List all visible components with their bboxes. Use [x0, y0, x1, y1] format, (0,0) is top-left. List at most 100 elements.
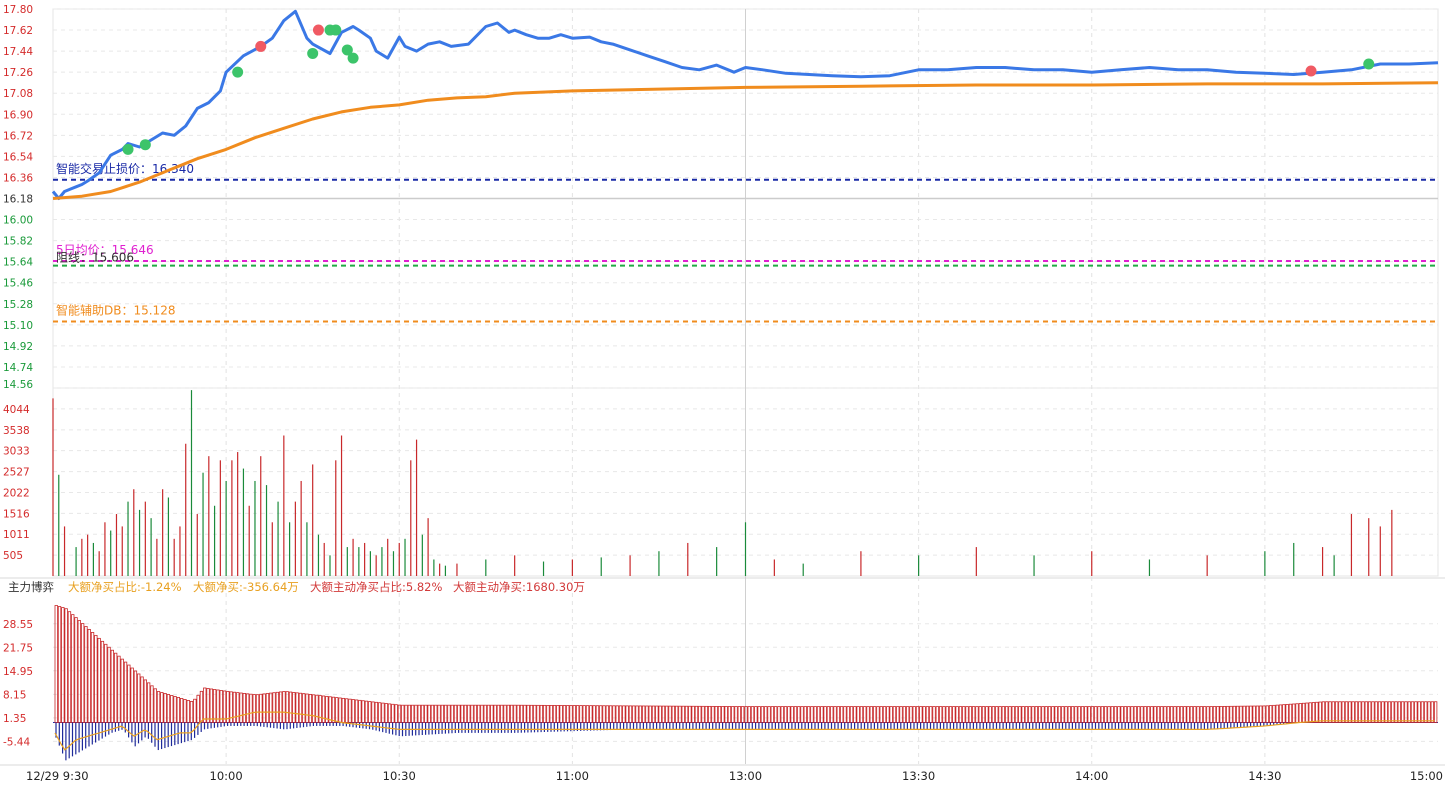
main-force-red-bar	[1034, 706, 1038, 723]
main-force-red-bar	[1123, 706, 1128, 723]
main-force-red-bar	[1407, 701, 1411, 723]
main-force-tick-label: 1.35	[3, 713, 26, 725]
main-force-red-bar	[513, 704, 517, 723]
main-force-red-bar	[1302, 702, 1306, 723]
main-force-red-bar	[519, 704, 524, 723]
main-force-red-bar	[196, 694, 200, 723]
main-force-red-bar	[737, 706, 741, 723]
main-force-red-bar	[1331, 701, 1335, 723]
buy-signal-dot	[330, 24, 342, 36]
main-force-red-bar	[394, 704, 398, 723]
main-force-red-bar	[1265, 705, 1269, 723]
main-force-red-bar	[1236, 705, 1240, 723]
main-force-red-bar	[1146, 706, 1151, 723]
main-force-red-bar	[1038, 706, 1042, 723]
main-force-red-bar	[338, 697, 342, 723]
main-force-red-bar	[757, 706, 761, 723]
main-force-red-bar	[1097, 706, 1101, 723]
main-force-red-bar	[348, 698, 352, 723]
main-force-red-bar	[833, 706, 837, 723]
main-force-red-bar	[1222, 705, 1227, 723]
main-force-red-bar	[1127, 706, 1131, 723]
main-force-red-bar	[948, 706, 953, 723]
main-force-red-bar	[1005, 706, 1009, 723]
main-force-red-bar	[625, 705, 629, 723]
main-force-red-bar	[1021, 706, 1025, 723]
main-force-red-bar	[876, 706, 880, 723]
main-force-red-bar	[1278, 704, 1283, 723]
main-force-bars	[53, 605, 1438, 761]
price-tick-label: 16.54	[3, 151, 33, 163]
main-force-red-bar	[1061, 706, 1065, 723]
time-axis: 12/29 9:30 10:00 10:30 11:00 13:00 13:30 14:00…	[26, 769, 1443, 783]
main-force-red-bar	[500, 704, 504, 723]
main-force-red-bar	[1107, 706, 1111, 723]
main-force-red-bar	[988, 706, 992, 723]
main-force-red-bar	[407, 704, 412, 723]
sell-signal-dot	[1305, 65, 1317, 77]
main-force-red-bar	[486, 704, 491, 723]
main-force-red-bar	[681, 705, 685, 723]
main-force-red-bar	[259, 693, 263, 723]
main-force-red-bar	[1176, 706, 1180, 723]
main-force-red-bar	[1199, 706, 1203, 723]
main-force-red-bar	[1229, 705, 1233, 723]
main-force-red-bar	[143, 679, 148, 723]
main-force-stat: 大额主动净买:1680.30万	[453, 580, 585, 594]
main-force-red-bar	[311, 694, 316, 723]
main-force-red-bar	[1196, 706, 1200, 723]
main-force-red-bar	[1140, 706, 1144, 723]
volume-tick-label: 3033	[3, 446, 30, 458]
main-force-red-bar	[754, 706, 758, 723]
main-force-red-bar	[1130, 706, 1134, 723]
main-force-red-bar	[866, 706, 870, 723]
main-force-tick-label: 8.15	[3, 689, 26, 701]
main-force-red-bar	[955, 706, 959, 723]
main-force-red-bar	[595, 705, 600, 723]
main-force-red-bar	[94, 634, 98, 723]
main-force-red-bar	[1117, 706, 1121, 723]
main-force-red-bar	[120, 658, 124, 723]
main-force-red-bar	[1014, 706, 1019, 723]
main-force-red-bar	[404, 704, 408, 723]
main-force-red-bar	[1394, 701, 1398, 723]
main-force-red-bar	[440, 704, 445, 723]
main-force-red-bar	[747, 706, 751, 723]
main-force-red-bar	[1067, 706, 1071, 723]
main-force-red-bar	[1245, 705, 1250, 723]
main-force-red-bar	[539, 704, 543, 723]
main-force-red-bar	[84, 626, 88, 723]
main-force-red-bar	[1209, 706, 1213, 723]
price-tick-label: 16.18	[3, 194, 33, 206]
main-force-red-bar	[658, 705, 662, 723]
main-force-red-bar	[1216, 706, 1220, 723]
main-force-red-bar	[803, 706, 807, 723]
main-force-red-bar	[671, 705, 675, 723]
main-force-red-bar	[836, 706, 840, 723]
main-force-red-bar	[1255, 705, 1260, 723]
ref-line-label: 5日均价：15.646	[56, 243, 154, 257]
sell-signal-dot	[255, 40, 267, 52]
price-tick-label: 14.56	[3, 379, 33, 391]
main-force-red-bar	[661, 705, 666, 723]
main-force-red-bar	[1358, 701, 1362, 723]
main-force-red-bar	[1173, 706, 1177, 723]
main-force-red-bar	[939, 706, 943, 723]
main-force-red-bar	[137, 673, 141, 723]
main-force-red-bar	[341, 697, 346, 723]
main-force-red-bar	[1387, 701, 1392, 723]
main-force-red-bar	[790, 706, 794, 723]
main-force-axis: 28.55 21.75 14.95 8.15 1.35 -5.44	[3, 619, 33, 749]
main-force-red-bar	[110, 649, 114, 723]
main-force-red-bar	[1374, 701, 1378, 723]
main-force-red-bar	[437, 704, 441, 723]
main-force-yellow-line	[54, 711, 1435, 751]
main-force-red-bar	[255, 694, 260, 723]
main-force-red-bar	[516, 704, 520, 723]
main-force-red-bar	[645, 705, 649, 723]
main-force-red-bar	[892, 706, 897, 723]
price-tick-label: 17.62	[3, 25, 33, 37]
main-force-red-bar	[57, 606, 62, 723]
ref-line-label: 阻线：15.606	[56, 251, 134, 265]
main-force-red-bar	[750, 706, 755, 723]
